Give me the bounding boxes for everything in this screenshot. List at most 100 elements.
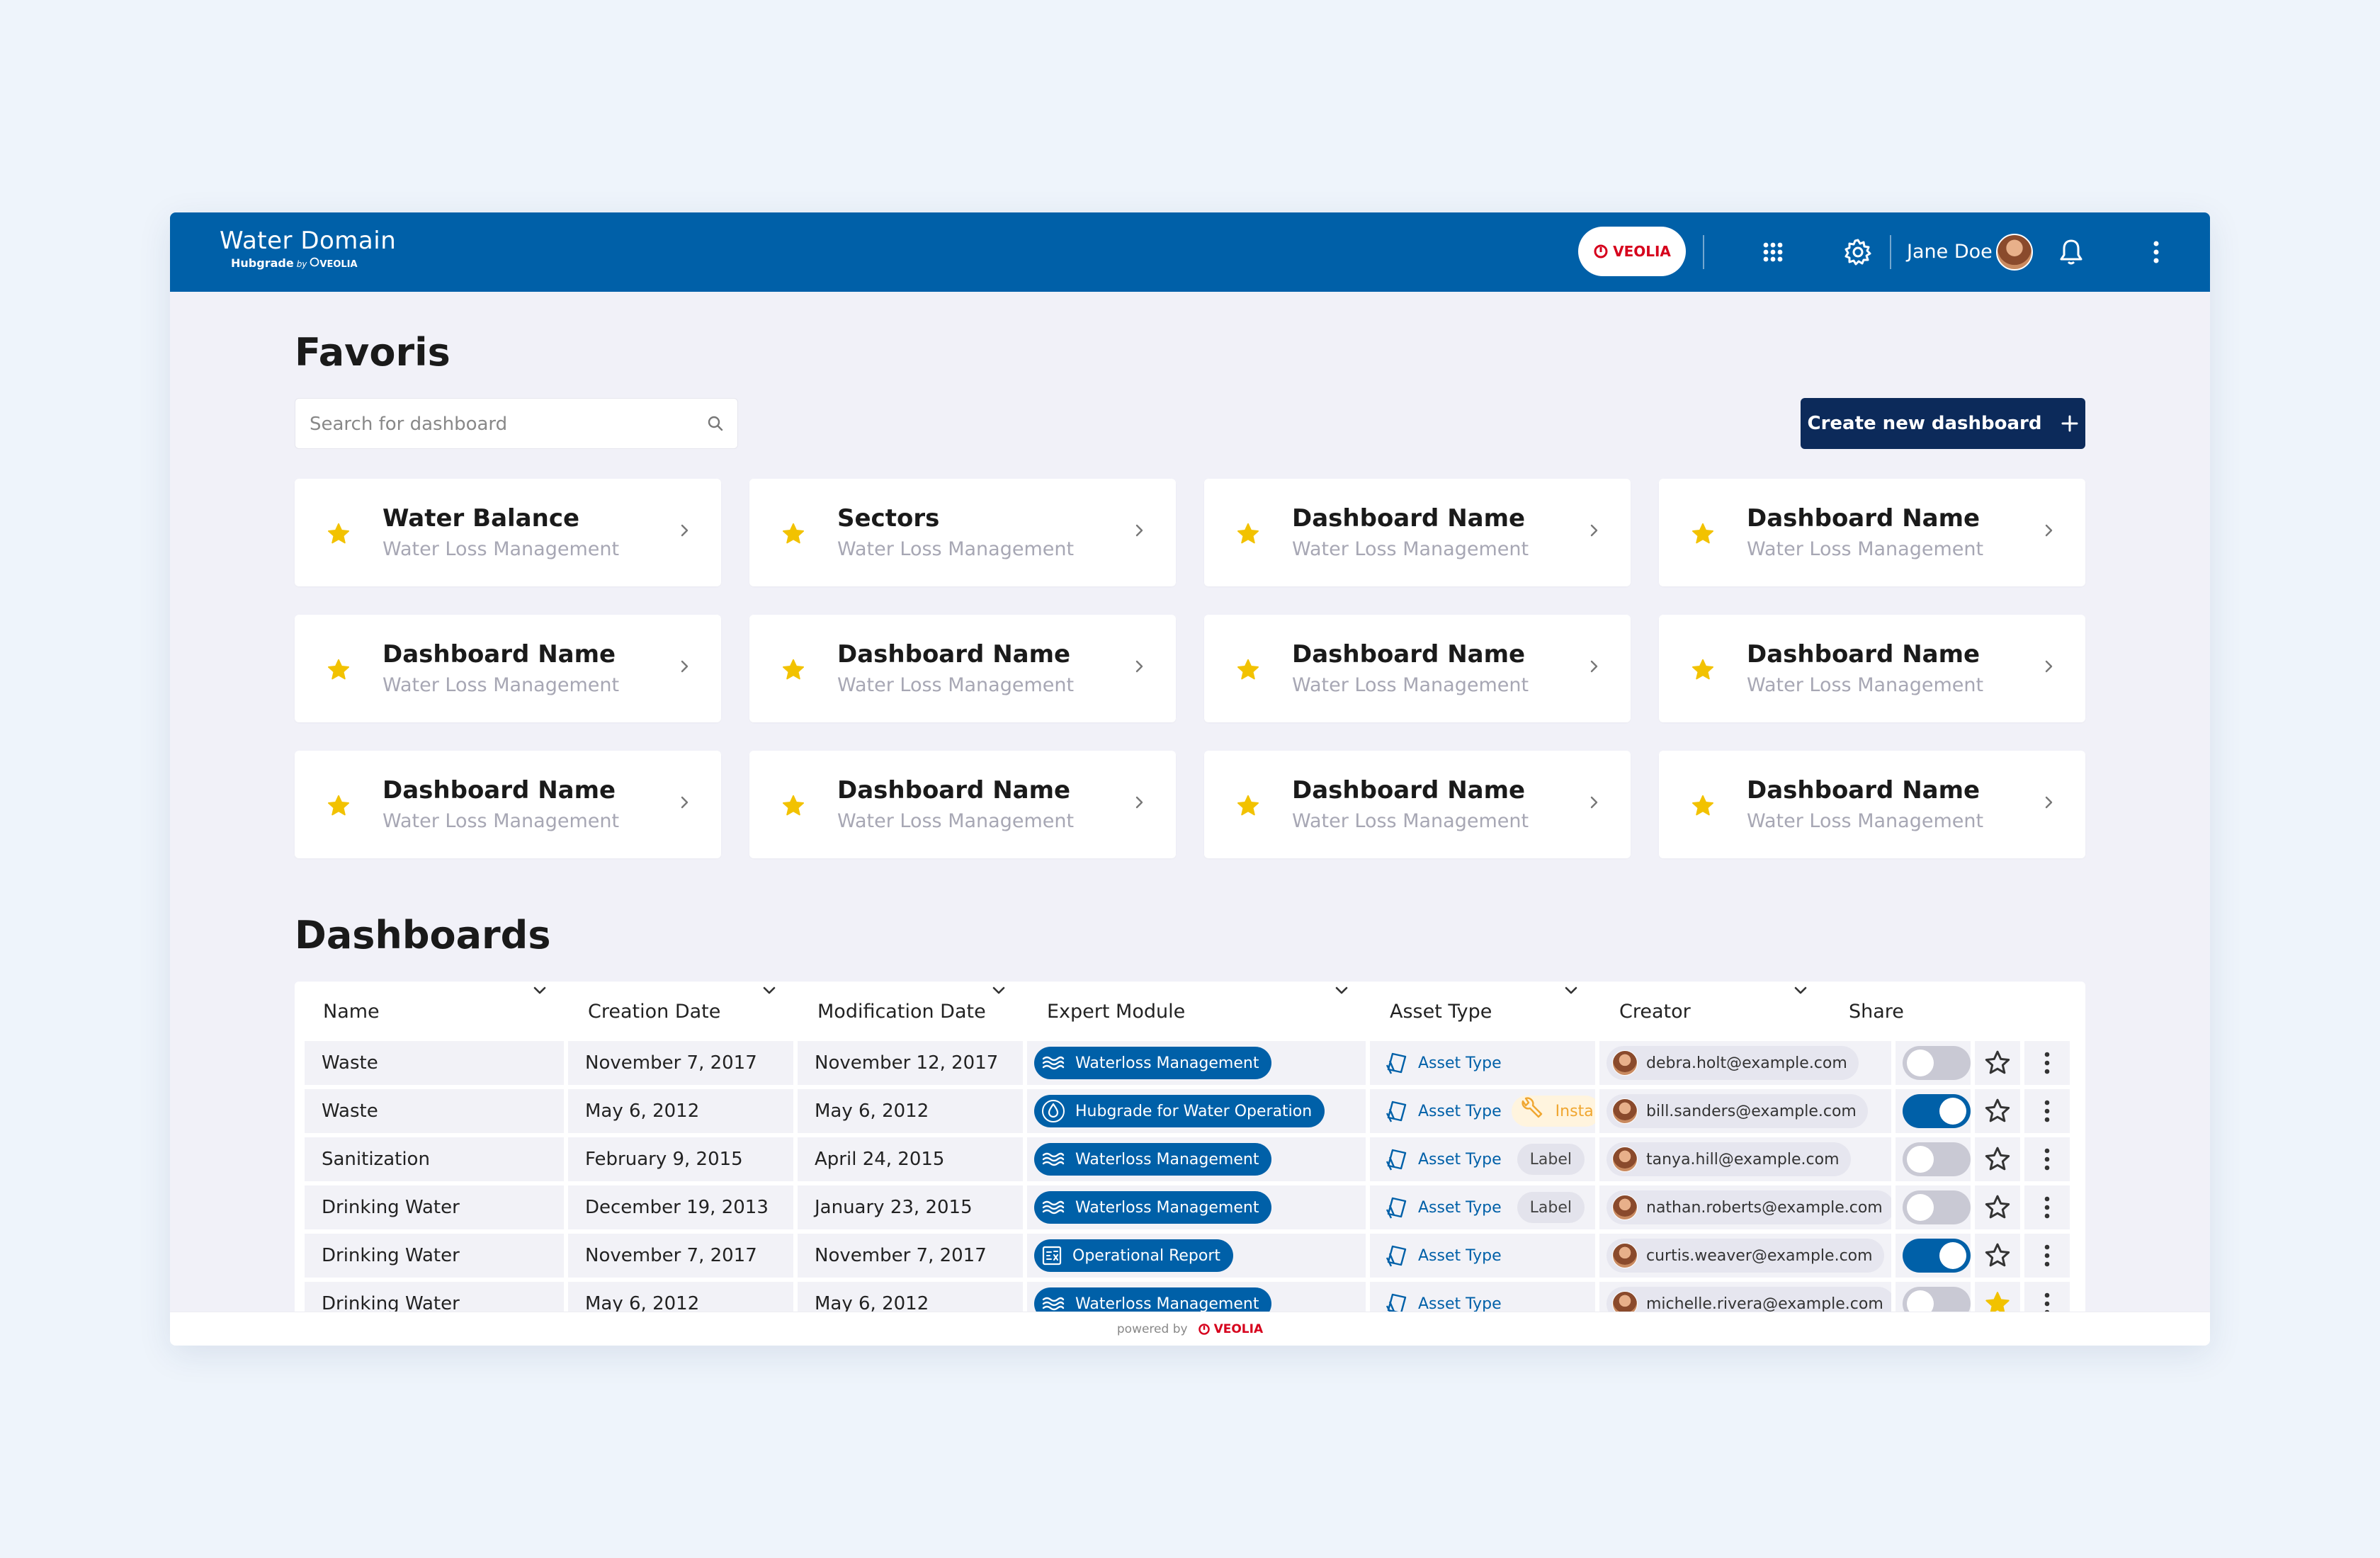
asset-type[interactable]: Asset Type (1384, 1242, 1502, 1269)
star-outline-icon[interactable] (1983, 1241, 2012, 1270)
favorite-star-icon[interactable] (326, 521, 351, 550)
favorite-card[interactable]: Dashboard Name Water Loss Management (749, 751, 1176, 858)
table-row[interactable]: Drinking Water December 19, 2013 January 2… (305, 1185, 2075, 1229)
asset-type[interactable]: Asset Type (1384, 1050, 1502, 1076)
creator-avatar (1612, 1050, 1638, 1076)
expert-module-badge[interactable]: Operational Report (1034, 1239, 1233, 1272)
favorite-card[interactable]: Dashboard Name Water Loss Management (1204, 615, 1631, 722)
asset-type[interactable]: Asset Type (1384, 1194, 1502, 1221)
toggle-knob (1939, 1242, 1966, 1269)
row-more-icon[interactable] (2044, 1147, 2051, 1172)
table-row[interactable]: Waste May 6, 2012 May 6, 2012 Hubgrade for … (305, 1089, 2075, 1133)
search-input[interactable] (308, 399, 693, 450)
chevron-down-icon[interactable] (1792, 982, 1809, 1001)
column-header[interactable]: Share (1849, 1000, 1904, 1023)
favorite-star-icon[interactable] (326, 657, 351, 686)
expert-module-badge[interactable]: Waterloss Management (1034, 1191, 1272, 1224)
asset-type[interactable]: Asset Type (1384, 1098, 1502, 1125)
column-header[interactable]: Asset Type (1390, 1000, 1492, 1023)
favorite-card[interactable]: Dashboard Name Water Loss Management (1659, 751, 2085, 858)
chevron-right-icon (2044, 659, 2054, 677)
favorite-card[interactable]: Dashboard Name Water Loss Management (295, 615, 721, 722)
asset-type-icon (1384, 1050, 1411, 1076)
more-vertical-icon[interactable] (2136, 232, 2176, 272)
chevron-down-icon[interactable] (761, 982, 778, 1001)
star-outline-icon[interactable] (1983, 1193, 2012, 1222)
share-toggle[interactable] (1903, 1046, 1971, 1080)
favorite-star-icon[interactable] (781, 657, 806, 686)
star-outline-icon[interactable] (1983, 1049, 2012, 1077)
favorite-card[interactable]: Dashboard Name Water Loss Management (749, 615, 1176, 722)
creator-chip[interactable]: bill.sanders@example.com (1606, 1094, 1868, 1128)
star-outline-icon[interactable] (1983, 1145, 2012, 1173)
favorite-card[interactable]: Sectors Water Loss Management (749, 479, 1176, 586)
asset-type[interactable]: Asset Type (1384, 1146, 1502, 1173)
favorite-star-icon[interactable] (1235, 521, 1261, 550)
chevron-down-icon[interactable] (1333, 982, 1350, 1001)
column-header[interactable]: Expert Module (1047, 1000, 1186, 1023)
app-title: Water Domain (220, 227, 397, 255)
favorite-card[interactable]: Dashboard Name Water Loss Management (1659, 615, 2085, 722)
notification-bell-icon[interactable] (2051, 232, 2091, 272)
card-title: Dashboard Name (1747, 504, 1980, 533)
label-chip[interactable]: Label (1517, 1144, 1585, 1175)
favorite-card[interactable]: Dashboard Name Water Loss Management (1204, 751, 1631, 858)
creator-chip[interactable]: debra.holt@example.com (1606, 1046, 1859, 1080)
expert-module-badge[interactable]: Waterloss Management (1034, 1143, 1272, 1176)
creator-chip[interactable]: tanya.hill@example.com (1606, 1142, 1851, 1176)
favorite-star-icon[interactable] (781, 521, 806, 550)
column-header[interactable]: Name (323, 1000, 380, 1023)
favorite-card[interactable]: Water Balance Water Loss Management (295, 479, 721, 586)
favorite-star-icon[interactable] (326, 793, 351, 821)
favorite-star-icon[interactable] (1690, 521, 1716, 550)
favorite-star-icon[interactable] (1235, 657, 1261, 686)
favorite-card[interactable]: Dashboard Name Water Loss Management (1204, 479, 1631, 586)
favorite-star-icon[interactable] (781, 793, 806, 821)
table-cell: November 7, 2017 (568, 1041, 793, 1085)
share-toggle[interactable] (1903, 1094, 1971, 1128)
search-icon[interactable] (706, 414, 725, 433)
row-more-icon[interactable] (2044, 1195, 2051, 1220)
installation-chip[interactable]: Insta (1511, 1096, 1595, 1127)
asset-type-label: Asset Type (1418, 1198, 1502, 1217)
creator-avatar (1612, 1243, 1638, 1268)
row-more-icon[interactable] (2044, 1243, 2051, 1268)
table-row[interactable]: Drinking Water November 7, 2017 November 7… (305, 1234, 2075, 1278)
share-toggle[interactable] (1903, 1142, 1971, 1176)
card-subtitle: Water Loss Management (837, 538, 1075, 560)
star-filled-icon[interactable] (1983, 1290, 2012, 1318)
favorite-card[interactable]: Dashboard Name Water Loss Management (295, 751, 721, 858)
app-logo[interactable]: Water Domain Hubgrade by VEOLIA (220, 227, 396, 273)
column-header[interactable]: Modification Date (817, 1000, 986, 1023)
row-more-icon[interactable] (2044, 1098, 2051, 1124)
share-toggle[interactable] (1903, 1239, 1971, 1273)
share-toggle[interactable] (1903, 1190, 1971, 1224)
favorite-card[interactable]: Dashboard Name Water Loss Management (1659, 479, 2085, 586)
favorite-star-icon[interactable] (1235, 793, 1261, 821)
table-cell: February 9, 2015 (568, 1137, 793, 1181)
star-outline-icon[interactable] (1983, 1097, 2012, 1125)
label-chip[interactable]: Label (1517, 1192, 1585, 1223)
table-row[interactable]: Sanitization February 9, 2015 April 24, 20… (305, 1137, 2075, 1181)
chevron-down-icon[interactable] (1563, 982, 1580, 1001)
table-row[interactable]: Waste November 7, 2017 November 12, 2017 Wa… (305, 1041, 2075, 1085)
user-avatar[interactable] (1996, 234, 2033, 271)
column-header[interactable]: Creator (1619, 1000, 1691, 1023)
row-more-icon[interactable] (2044, 1050, 2051, 1076)
chevron-down-icon[interactable] (531, 982, 548, 1001)
favorite-star-icon[interactable] (1690, 793, 1716, 821)
user-name[interactable]: Jane Doe (1907, 241, 1993, 263)
veolia-button[interactable]: VEOLIA (1578, 227, 1686, 276)
creator-chip[interactable]: curtis.weaver@example.com (1606, 1239, 1884, 1273)
favorite-star-icon[interactable] (1690, 657, 1716, 686)
wrench-icon (1519, 1097, 1550, 1125)
create-dashboard-button[interactable]: Create new dashboard (1801, 398, 2085, 449)
creator-chip[interactable]: nathan.roberts@example.com (1606, 1190, 1891, 1224)
expert-module-badge[interactable]: Hubgrade for Water Operation (1034, 1095, 1325, 1127)
expert-module-badge[interactable]: Waterloss Management (1034, 1047, 1272, 1079)
apps-grid-icon[interactable] (1753, 232, 1793, 272)
creator-email: michelle.rivera@example.com (1646, 1295, 1883, 1313)
column-header[interactable]: Creation Date (588, 1000, 721, 1023)
settings-gear-icon[interactable] (1838, 232, 1878, 272)
chevron-down-icon[interactable] (990, 982, 1007, 1001)
